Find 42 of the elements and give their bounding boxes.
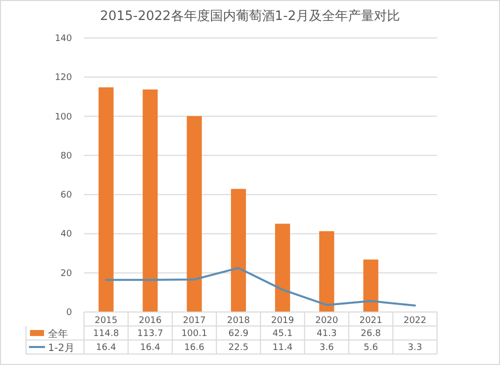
- y-tick-label: 100: [54, 112, 72, 122]
- y-tick-label: 0: [66, 308, 72, 318]
- y-tick-label: 120: [54, 73, 72, 84]
- x-tick-label: 2019: [271, 316, 294, 326]
- y-tick-label: 140: [54, 34, 72, 44]
- bar: [98, 87, 114, 312]
- data-label: 22.5: [228, 343, 248, 353]
- data-label: 5.6: [364, 343, 378, 353]
- bar: [275, 224, 290, 312]
- bar: [319, 231, 334, 312]
- legend-label: 1-2月: [48, 343, 74, 354]
- y-tick-label: 60: [60, 190, 72, 201]
- bar: [142, 89, 158, 312]
- chart-title: 2015-2022各年度国内葡萄酒1-2月及全年产量对比: [100, 8, 400, 24]
- data-label: 113.7: [137, 329, 164, 339]
- data-label: 3.6: [320, 343, 334, 353]
- y-tick-label: 20: [60, 268, 72, 279]
- x-tick-label: 2022: [403, 316, 426, 326]
- data-label: 41.3: [316, 329, 337, 339]
- legend-label: 全年: [48, 328, 68, 340]
- data-label: 62.9: [228, 329, 249, 339]
- x-tick-label: 2021: [359, 316, 382, 326]
- bar: [363, 260, 378, 312]
- bar: [186, 116, 202, 312]
- x-tick-label: 2016: [138, 316, 162, 326]
- data-label: 11.4: [272, 343, 293, 353]
- line-series: [105, 266, 416, 307]
- x-tick-label: 2018: [226, 316, 250, 326]
- data-label: 26.8: [360, 329, 382, 339]
- data-label: 16.6: [184, 343, 205, 353]
- data-label: 45.1: [272, 329, 293, 339]
- x-tick-label: 2015: [94, 316, 118, 326]
- data-label: 100.1: [181, 329, 208, 339]
- x-tick-label: 2020: [315, 316, 338, 326]
- data-label: 3.3: [408, 343, 422, 353]
- bar: [230, 188, 246, 312]
- data-label: 114.8: [93, 329, 120, 339]
- x-tick-label: 2017: [182, 316, 206, 326]
- y-tick-label: 40: [60, 230, 72, 240]
- data-label: 16.4: [96, 343, 116, 353]
- y-tick-label: 80: [60, 151, 72, 162]
- data-label: 16.4: [140, 343, 160, 353]
